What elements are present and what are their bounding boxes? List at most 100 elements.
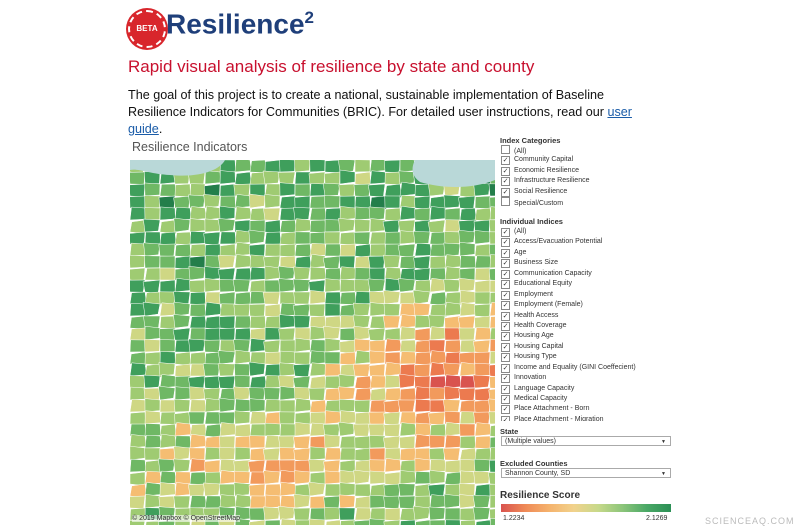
checkbox-item[interactable]: ✓ Economic Resilience xyxy=(501,166,589,176)
map[interactable] xyxy=(130,160,495,525)
checkbox-label: Social Resilience xyxy=(514,187,568,195)
county xyxy=(279,411,296,425)
checkbox-item[interactable]: ✓ Employment (Female) xyxy=(501,300,676,311)
county xyxy=(383,254,401,269)
checkbox-item[interactable]: ✓ Housing Age xyxy=(501,331,676,342)
county xyxy=(159,231,177,246)
county xyxy=(458,327,476,341)
checkbox[interactable]: ✓ xyxy=(501,415,510,421)
county xyxy=(204,205,222,221)
checkbox[interactable]: ✓ xyxy=(501,177,510,187)
checkbox-item[interactable]: ✓ Housing Type xyxy=(501,352,676,363)
checkbox[interactable]: ✓ xyxy=(501,187,510,197)
county xyxy=(278,327,296,342)
county xyxy=(473,411,491,425)
county xyxy=(338,386,356,401)
checkbox-item[interactable]: ✓ Educational Equity xyxy=(501,279,676,290)
county xyxy=(412,505,431,521)
county xyxy=(189,447,206,461)
county xyxy=(367,327,386,342)
legend-gradient xyxy=(501,504,671,512)
county xyxy=(173,458,191,473)
checkbox-item[interactable]: ✓ Place Attachment - Born xyxy=(501,404,676,415)
checkbox[interactable]: ✓ xyxy=(501,248,510,258)
checkbox-item[interactable]: ✓ Age xyxy=(501,248,676,258)
checkbox-item[interactable]: ✓ (All) xyxy=(501,227,676,237)
county xyxy=(293,266,311,281)
county xyxy=(204,423,223,438)
checkbox-item[interactable]: ✓ Medical Capacity xyxy=(501,394,676,404)
county xyxy=(248,483,266,498)
checkbox[interactable]: ✓ xyxy=(501,311,510,321)
county xyxy=(369,315,388,329)
county xyxy=(399,351,417,365)
county xyxy=(428,447,446,461)
county xyxy=(457,315,476,330)
checkbox-item[interactable]: ✓ Social Resilience xyxy=(501,187,589,197)
county xyxy=(144,459,162,474)
county xyxy=(414,183,431,198)
checkbox[interactable] xyxy=(501,145,510,154)
checkbox-item[interactable]: ✓ Language Capacity xyxy=(501,384,676,394)
county xyxy=(354,375,373,390)
checkbox[interactable]: ✓ xyxy=(501,405,510,415)
county xyxy=(218,375,236,390)
checkbox[interactable]: ✓ xyxy=(501,395,510,404)
county xyxy=(414,242,433,257)
checkbox-item[interactable]: ✓ Community Capital xyxy=(501,155,589,166)
checkbox-item[interactable]: ✓ Income and Equality (GINI Coeffecient) xyxy=(501,363,676,373)
checkbox[interactable]: ✓ xyxy=(501,374,510,384)
county xyxy=(414,327,431,343)
checkbox[interactable]: ✓ xyxy=(501,269,510,279)
checkbox[interactable]: ✓ xyxy=(501,353,510,363)
checkbox[interactable]: ✓ xyxy=(501,332,510,342)
user-guide-link[interactable]: user guide xyxy=(128,105,632,136)
county xyxy=(444,507,461,521)
checkbox[interactable]: ✓ xyxy=(501,156,510,166)
county xyxy=(263,506,281,521)
county xyxy=(338,183,356,198)
checkbox[interactable]: ✓ xyxy=(501,342,510,352)
checkbox-item[interactable]: (All) xyxy=(501,145,589,155)
county xyxy=(338,494,356,509)
county xyxy=(279,243,296,258)
county xyxy=(172,327,191,343)
checkbox[interactable]: ✓ xyxy=(501,290,510,300)
county xyxy=(278,278,296,293)
checkbox[interactable]: ✓ xyxy=(501,363,510,373)
checkbox[interactable]: ✓ xyxy=(501,166,510,176)
county xyxy=(398,278,416,293)
county xyxy=(382,219,401,234)
county xyxy=(459,289,476,305)
checkbox[interactable]: ✓ xyxy=(501,259,510,269)
checkbox-item[interactable]: ✓ Place Attachment - Migration xyxy=(501,415,676,421)
checkbox-item[interactable]: ✓ Employment xyxy=(501,290,676,300)
checkbox[interactable]: ✓ xyxy=(501,384,510,394)
excluded-dropdown[interactable]: Shannon County, SD xyxy=(501,468,671,479)
state-dropdown[interactable]: (Multiple values) xyxy=(501,436,671,447)
checkbox-item[interactable]: ✓ Communication Capacity xyxy=(501,269,676,279)
county xyxy=(414,207,431,222)
checkbox-item[interactable]: ✓ Business Size xyxy=(501,258,676,269)
checkbox[interactable] xyxy=(501,197,510,207)
checkbox-item[interactable]: ✓ Housing Capital xyxy=(501,342,676,352)
checkbox-item[interactable]: ✓ Access/Evacuation Potential xyxy=(501,237,676,248)
checkbox-item[interactable]: Special/Custom xyxy=(501,197,589,207)
county xyxy=(324,506,341,521)
checkbox-item[interactable]: ✓ Infrastructure Resilience xyxy=(501,176,589,187)
checkbox-item[interactable]: ✓ Health Access xyxy=(501,311,676,321)
county xyxy=(264,183,283,197)
county xyxy=(443,386,461,401)
checkbox[interactable]: ✓ xyxy=(501,238,510,248)
checkbox-label: Housing Age xyxy=(514,332,554,340)
county xyxy=(130,206,147,221)
county xyxy=(294,243,312,257)
checkbox[interactable]: ✓ xyxy=(501,280,510,290)
county xyxy=(429,399,446,413)
checkbox[interactable]: ✓ xyxy=(501,321,510,331)
checkbox[interactable]: ✓ xyxy=(501,301,510,311)
county xyxy=(339,266,357,281)
checkbox[interactable]: ✓ xyxy=(501,228,510,237)
checkbox-item[interactable]: ✓ Innovation xyxy=(501,373,676,384)
checkbox-item[interactable]: ✓ Health Coverage xyxy=(501,321,676,331)
